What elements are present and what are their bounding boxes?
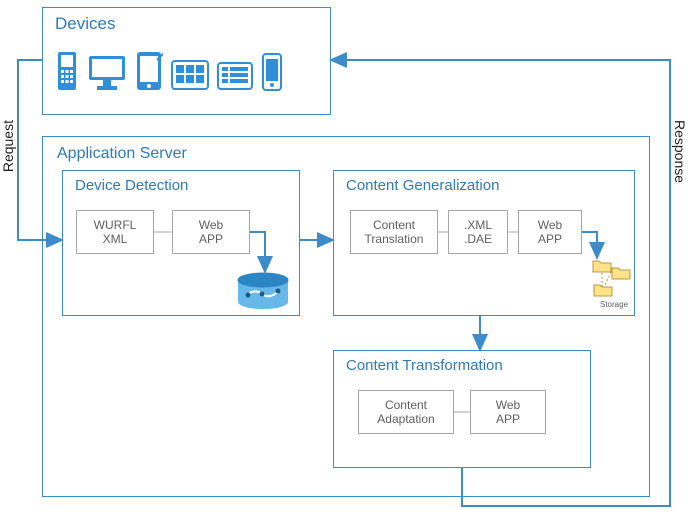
devices-panel: Devices [42,7,331,115]
list-tablet-icon [217,62,253,92]
content-generalization-title: Content Generalization [346,177,499,194]
content-adaptation-node: Content Adaptation [358,390,454,434]
xml-dae-node: .XML .DAE [448,210,508,254]
storage-label: Storage [600,300,628,309]
folder-icon [592,258,612,273]
folder-icon [611,265,631,280]
device-detection-webapp-node: Web APP [172,210,250,254]
request-label: Request [0,120,16,172]
content-transformation-title: Content Transformation [346,357,503,374]
content-transformation-webapp-node: Web APP [470,390,546,434]
feature-phone-icon [55,50,79,92]
wurfl-xml-node: WURFL XML [76,210,154,254]
response-label: Response [672,120,688,183]
application-server-title: Application Server [57,145,187,163]
devices-title: Devices [55,14,115,34]
stylus-tablet-icon [135,50,163,92]
grid-tablet-icon [171,60,209,92]
folder-icon [593,282,613,297]
device-detection-title: Device Detection [75,177,188,194]
content-generalization-webapp-node: Web APP [518,210,582,254]
smartphone-icon [261,52,283,92]
desktop-icon [87,52,127,92]
device-icons-row [55,50,283,92]
content-translation-node: Content Translation [350,210,438,254]
database-icon [236,272,290,310]
